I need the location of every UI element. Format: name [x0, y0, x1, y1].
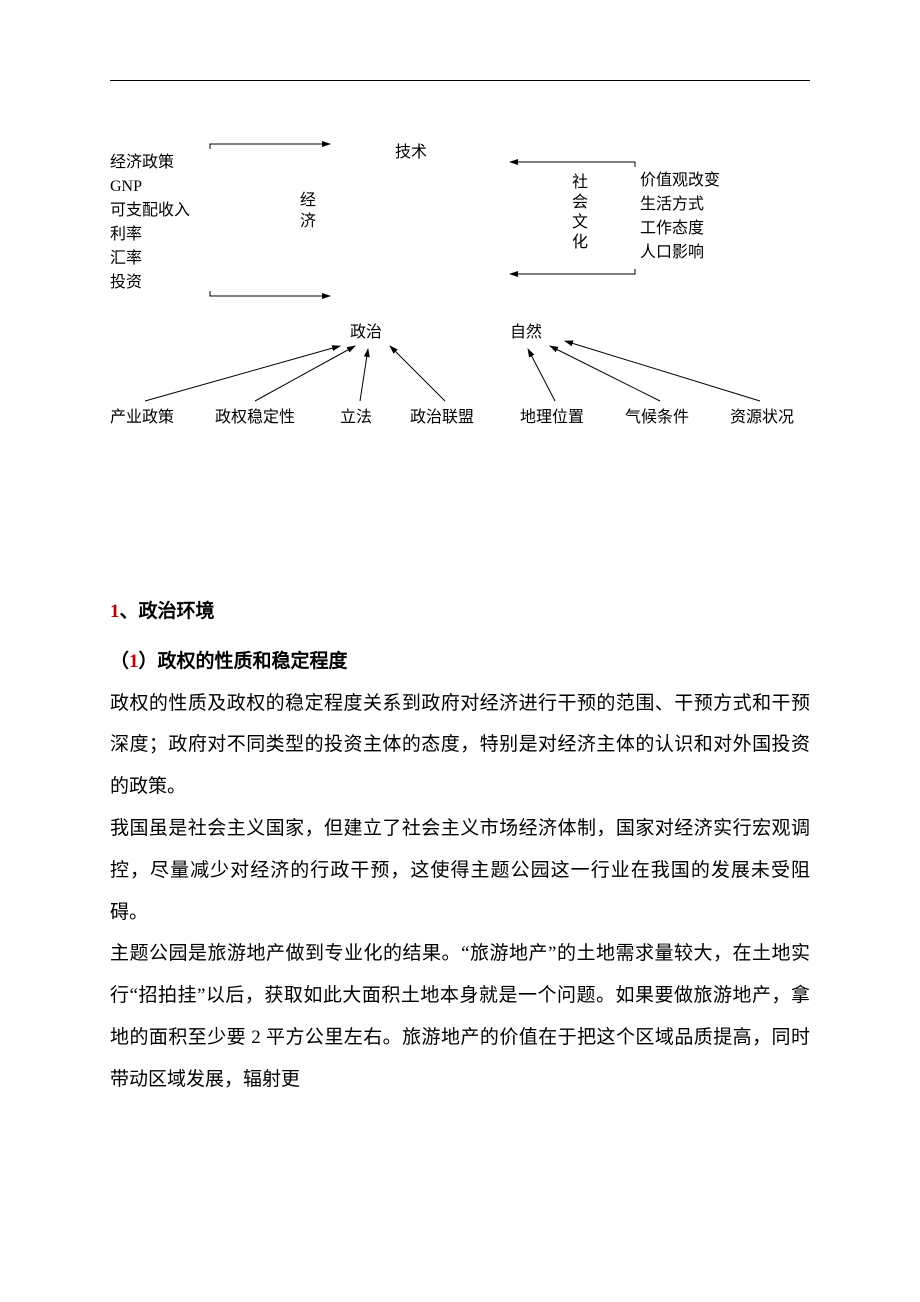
diagram-arrows [110, 141, 810, 441]
header-rule [110, 80, 810, 81]
pest-diagram: 经济政策 GNP 可支配收入 利率 汇率 投资 价值观改变 生活方式 工作态度 … [110, 141, 810, 471]
paragraph: 我国虽是社会主义国家，但建立了社会主义市场经济体制，国家对经济实行宏观调控，尽量… [110, 808, 810, 933]
paragraph: 主题公园是旅游地产做到专业化的结果。“旅游地产”的土地需求量较大，在土地实行“招… [110, 933, 810, 1100]
paragraph: 政权的性质及政权的稳定程度关系到政府对经济进行干预的范围、干预方式和干预深度；政… [110, 683, 810, 808]
body-text: 1、政治环境 （1）政权的性质和稳定程度 政权的性质及政权的稳定程度关系到政府对… [110, 591, 810, 1101]
heading-1: 1、政治环境 [110, 591, 810, 633]
heading-2: （1）政权的性质和稳定程度 [110, 641, 810, 683]
